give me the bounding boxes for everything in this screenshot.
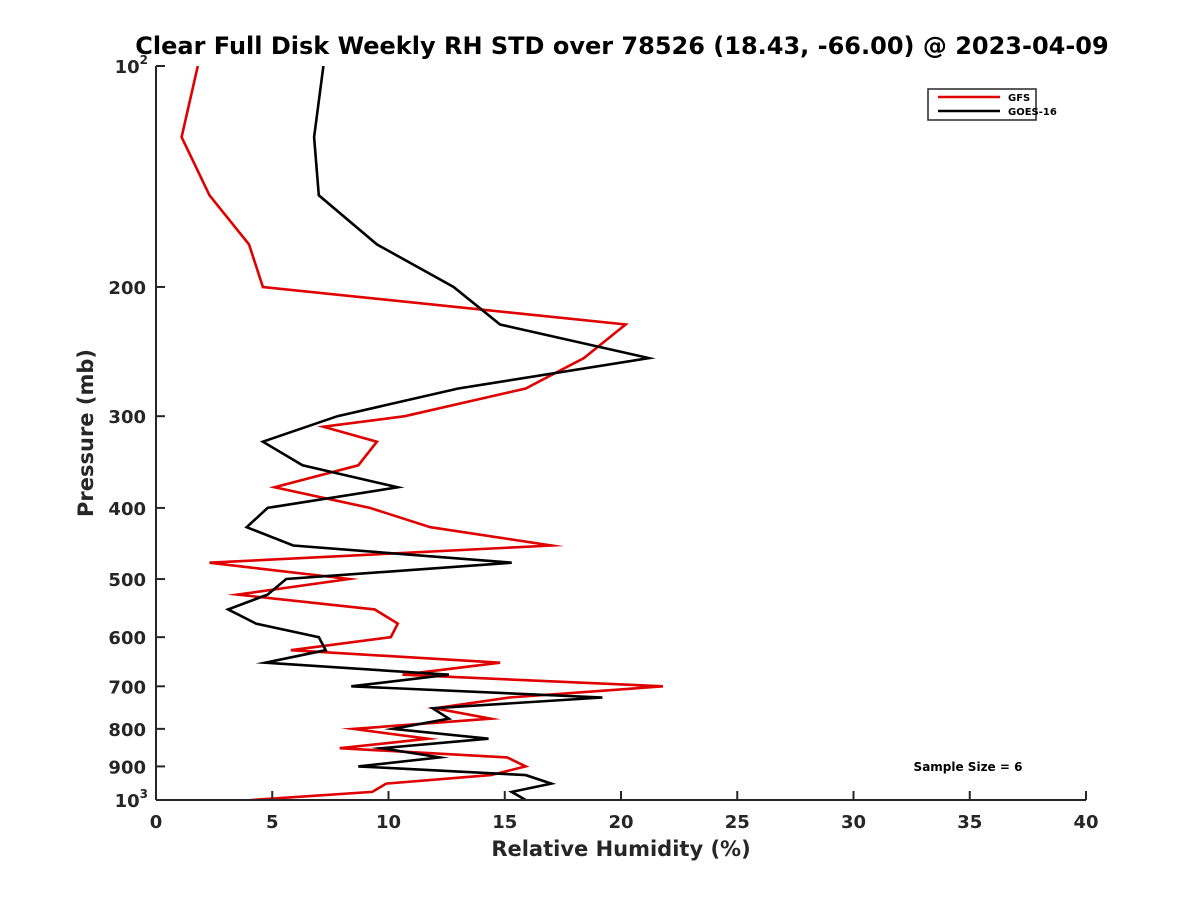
x-tick-label: 30 [841, 812, 866, 833]
x-tick-label: 20 [608, 812, 633, 833]
x-tick-label: 25 [725, 812, 750, 833]
x-tick-label: 5 [266, 812, 279, 833]
sample-size-annotation: Sample Size = 6 [914, 760, 1023, 774]
y-tick-label: 600 [108, 628, 146, 649]
legend: GFS GOES-16 [927, 88, 1057, 121]
legend-box [927, 88, 1037, 121]
series-line-goes-16 [224, 66, 656, 800]
x-tick-label: 40 [1073, 812, 1098, 833]
x-axis-ticks: 0 5 10 15 20 25 30 35 40 [150, 791, 1099, 833]
legend-label: GOES-16 [1008, 107, 1057, 118]
plot-area [155, 66, 1086, 801]
y-tick-label: 300 [108, 407, 146, 428]
legend-label: GFS [1008, 93, 1030, 104]
y-tick-label: 700 [108, 677, 146, 698]
x-tick-label: 10 [376, 812, 401, 833]
y-tick-label: 800 [108, 720, 146, 741]
y-tick-label: 500 [108, 570, 146, 591]
y-axis-ticks: 102 200 300 400 500 600 700 800 900 103 [108, 53, 165, 812]
y-axis-label: Pressure (mb) [74, 349, 98, 517]
y-tick-label: 102 [115, 53, 148, 78]
x-tick-label: 35 [957, 812, 982, 833]
x-tick-label: 0 [150, 812, 163, 833]
y-tick-label: 200 [108, 278, 146, 299]
x-axis-label: Relative Humidity (%) [491, 837, 750, 861]
y-tick-label: 103 [115, 787, 148, 812]
chart-title: Clear Full Disk Weekly RH STD over 78526… [135, 32, 1108, 60]
y-tick-label: 400 [108, 499, 146, 520]
series-line-gfs [180, 66, 663, 800]
y-tick-label: 900 [108, 757, 146, 778]
x-tick-label: 15 [492, 812, 517, 833]
